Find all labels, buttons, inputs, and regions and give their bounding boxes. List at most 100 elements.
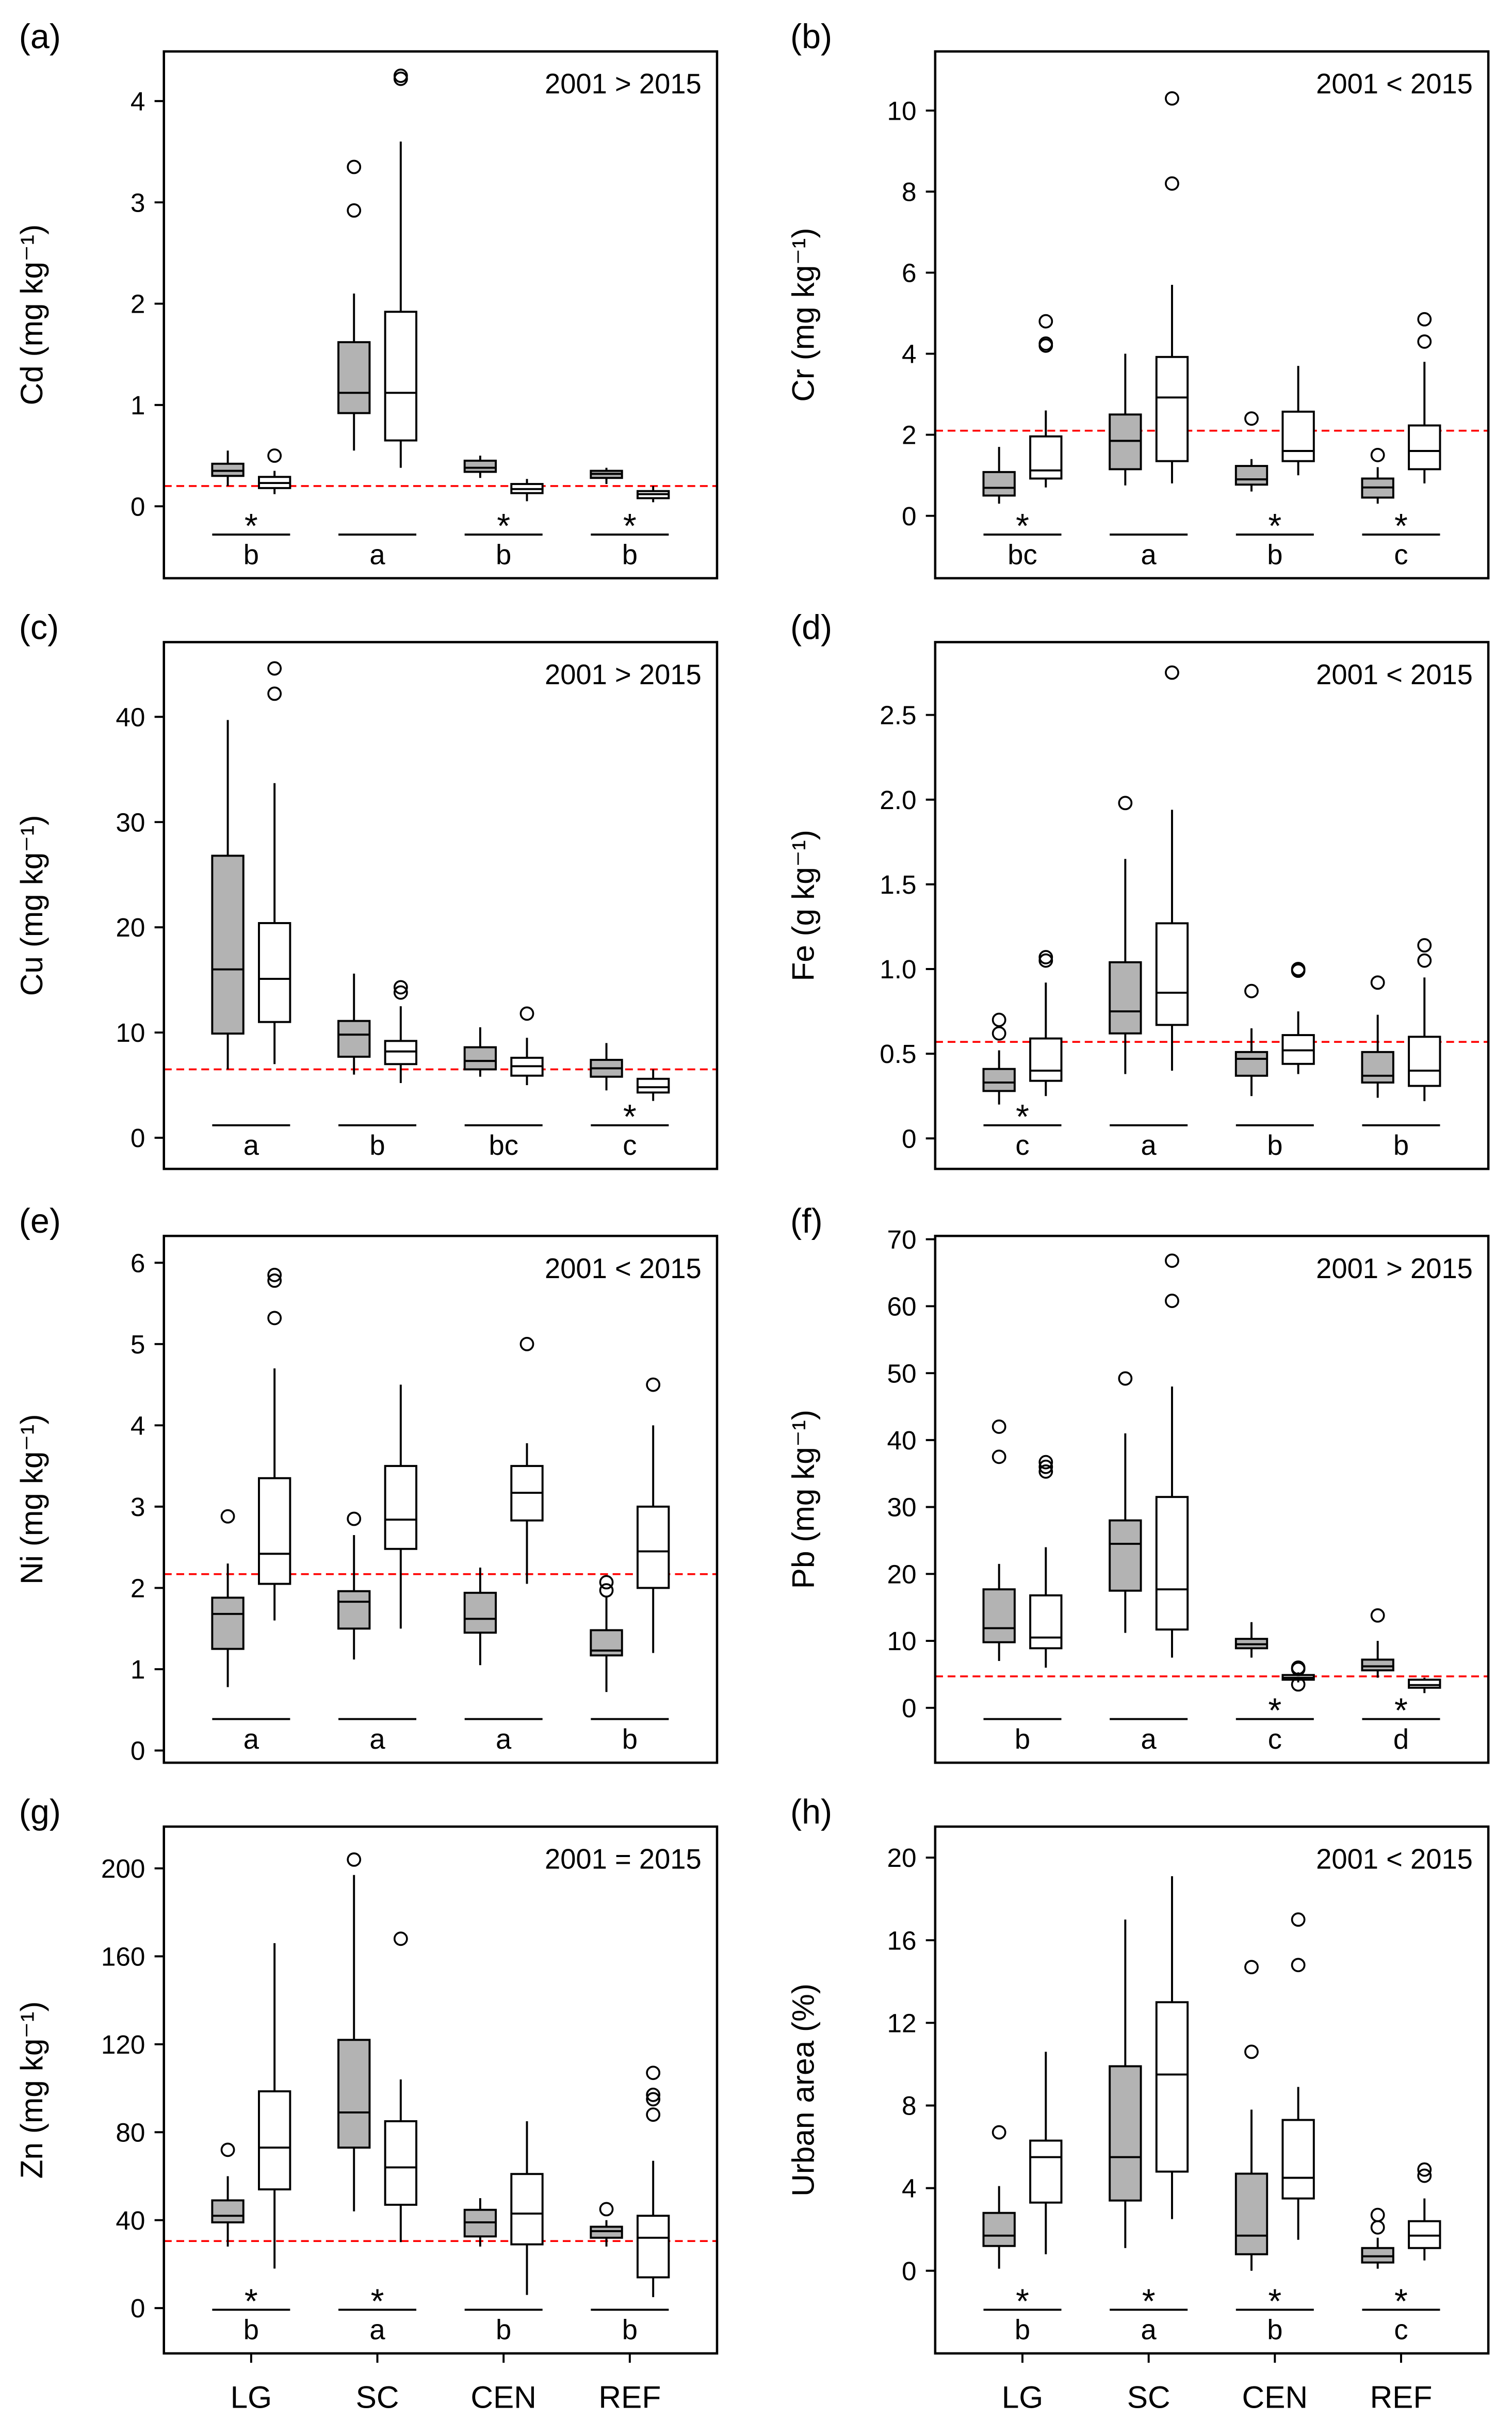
- box-CEN-2001: [463, 1046, 497, 1071]
- group-letter: a: [496, 1723, 512, 1755]
- outlier-point: [1165, 1294, 1179, 1308]
- box-SC-2015: [384, 311, 418, 442]
- outlier-point: [347, 1852, 362, 1867]
- y-tick-label: 60: [887, 1292, 917, 1321]
- group-letter: a: [243, 1723, 259, 1755]
- outlier-point: [220, 2142, 235, 2157]
- panel-e: (e) 2001 < 2015 Ni (mg kg⁻¹) 0 1 2 3 4 5 6 a a a b: [14, 1202, 719, 1766]
- outlier-point: [1291, 1677, 1306, 1692]
- box-SC-2015: [384, 1040, 418, 1066]
- panel-g: (g) 2001 = 2015 Zn (mg kg⁻¹) 0 40 80 120 160 200…: [14, 1793, 719, 2415]
- y-tick-label: 4: [131, 1411, 145, 1440]
- comparison-annotation: 2001 > 2015: [545, 659, 702, 690]
- significance-star: *: [1394, 2282, 1408, 2320]
- box-REF-2015: [636, 2215, 670, 2279]
- plot-frame: [934, 1825, 1490, 2355]
- outlier-point: [519, 1336, 534, 1351]
- box-LG-2001: [982, 1588, 1016, 1643]
- y-tick-label: 200: [101, 1854, 145, 1883]
- box-LG-2001: [211, 1596, 245, 1650]
- group-letter: b: [1015, 1723, 1030, 1755]
- y-tick-label: 6: [902, 259, 917, 288]
- significance-star: *: [1016, 1098, 1029, 1136]
- outlier-point: [1165, 1253, 1179, 1268]
- y-tick-label: 3: [131, 1492, 145, 1522]
- plot-frame: [934, 1234, 1490, 1764]
- y-axis-label: Zn (mg kg⁻¹): [14, 2001, 49, 2179]
- y-tick-label: 120: [101, 2030, 145, 2059]
- box-SC-2001: [1109, 1519, 1142, 1592]
- outlier-point: [1370, 975, 1385, 990]
- outlier-point: [1038, 1455, 1053, 1470]
- panel-c: (c) 2001 > 2015 Cu (mg kg⁻¹) 0 10 20 30 40 a b bc *…: [14, 608, 719, 1170]
- box-CEN-2015: [1281, 410, 1315, 462]
- panel-label: (g): [19, 1793, 61, 1831]
- outlier-point: [1038, 1459, 1053, 1474]
- outlier-point: [267, 1267, 282, 1282]
- outlier-point: [1038, 950, 1053, 964]
- significance-star: *: [497, 507, 510, 545]
- outlier-point: [1291, 1912, 1306, 1927]
- group-letter: b: [243, 539, 259, 570]
- panel-f: (f) 2001 > 2015 Pb (mg kg⁻¹) 0 10 20 30 40 50 60 7…: [785, 1202, 1490, 1764]
- outlier-point: [1244, 983, 1259, 998]
- plot-frame: [162, 1825, 719, 2355]
- outlier-point: [1038, 1464, 1053, 1479]
- outlier-point: [347, 1511, 362, 1526]
- outlier-point: [991, 1012, 1006, 1027]
- comparison-annotation: 2001 < 2015: [1316, 68, 1473, 100]
- box-CEN-2001: [1234, 465, 1269, 486]
- y-tick-label: 1: [131, 1655, 145, 1684]
- plot-frame: [162, 641, 719, 1170]
- outlier-point: [393, 68, 408, 83]
- y-tick-label: 6: [131, 1248, 145, 1278]
- y-axis-label: Cd (mg kg⁻¹): [14, 224, 49, 406]
- outlier-point: [1165, 665, 1179, 680]
- x-tick-label: REF: [1370, 2380, 1433, 2415]
- outlier-point: [1038, 314, 1053, 329]
- box-LG-2001: [982, 471, 1016, 497]
- outlier-point: [1165, 91, 1179, 106]
- box-REF-2015: [1408, 1036, 1441, 1087]
- significance-star: *: [1394, 507, 1408, 545]
- significance-star: *: [245, 2282, 258, 2320]
- x-tick-label: CEN: [1242, 2380, 1308, 2415]
- group-letter: c: [1015, 1130, 1029, 1161]
- outlier-point: [267, 448, 282, 463]
- y-tick-label: 50: [887, 1359, 917, 1388]
- box-SC-2001: [1109, 413, 1142, 471]
- y-tick-label: 4: [131, 87, 145, 116]
- outlier-point: [267, 661, 282, 676]
- group-letter: b: [1267, 2314, 1282, 2346]
- outlier-point: [393, 985, 408, 1000]
- box-SC-2001: [337, 1020, 371, 1058]
- y-tick-label: 40: [116, 2206, 145, 2235]
- panel-label: (b): [790, 18, 832, 56]
- group-letter: a: [1141, 1723, 1157, 1755]
- y-tick-label: 10: [116, 1018, 145, 1047]
- box-REF-2001: [1361, 1051, 1394, 1084]
- outlier-point: [393, 980, 408, 995]
- outlier-point: [1370, 2220, 1385, 2235]
- outlier-point: [599, 1575, 614, 1590]
- box-SC-2001: [337, 341, 371, 414]
- y-tick-label: 1.5: [880, 870, 916, 899]
- outlier-point: [1118, 1371, 1133, 1386]
- group-letter: bc: [1007, 539, 1037, 570]
- group-letter: b: [622, 539, 638, 570]
- significance-star: *: [1268, 507, 1281, 545]
- y-tick-label: 1.0: [880, 955, 916, 984]
- box-LG-2015: [258, 922, 291, 1023]
- panel-d: (d) 2001 < 2015 Fe (g kg⁻¹) 0 0.5 1.0 1.5 2.0 2.…: [785, 608, 1490, 1170]
- group-letter: b: [369, 1130, 385, 1161]
- y-tick-label: 20: [887, 1843, 917, 1873]
- outlier-point: [1417, 312, 1432, 327]
- y-tick-label: 0: [902, 1124, 917, 1153]
- box-REF-2015: [636, 1505, 670, 1589]
- panel-label: (e): [19, 1202, 61, 1240]
- significance-star: *: [623, 507, 637, 545]
- box-REF-2001: [1361, 1658, 1394, 1672]
- y-tick-label: 40: [116, 702, 145, 732]
- panel-label: (a): [19, 18, 61, 56]
